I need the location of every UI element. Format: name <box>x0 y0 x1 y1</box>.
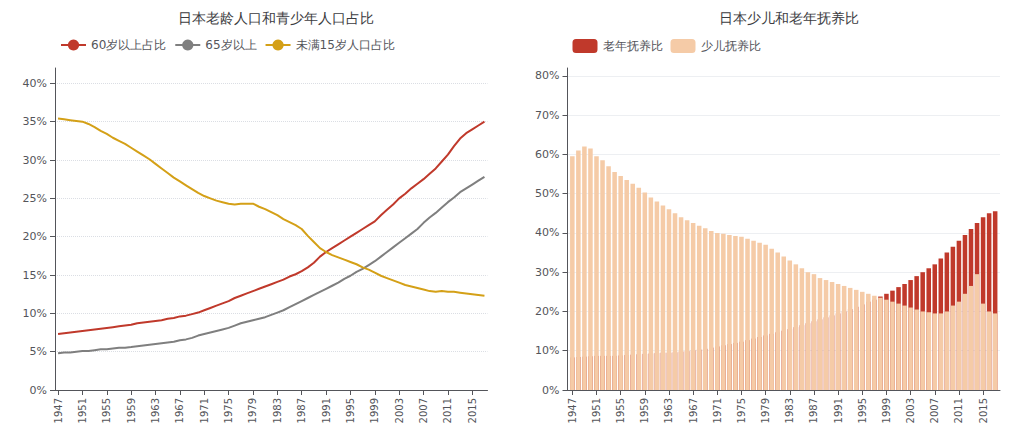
svg-text:1995: 1995 <box>345 398 356 423</box>
svg-text:20%: 20% <box>535 305 559 318</box>
svg-text:2015: 2015 <box>467 398 478 423</box>
svg-text:20%: 20% <box>23 230 47 243</box>
svg-text:1967: 1967 <box>688 398 699 423</box>
svg-text:80%: 80% <box>535 69 559 82</box>
svg-text:2003: 2003 <box>394 398 405 423</box>
svg-text:60%: 60% <box>535 148 559 161</box>
svg-text:1975: 1975 <box>223 398 234 423</box>
svg-text:1947: 1947 <box>53 398 64 423</box>
svg-text:1991: 1991 <box>321 398 332 423</box>
svg-text:1951: 1951 <box>591 398 602 423</box>
svg-text:1951: 1951 <box>77 398 88 423</box>
svg-text:1999: 1999 <box>881 398 892 423</box>
svg-text:1979: 1979 <box>247 398 258 423</box>
svg-text:40%: 40% <box>535 226 559 239</box>
svg-text:1975: 1975 <box>736 398 747 423</box>
svg-text:0%: 0% <box>30 384 47 397</box>
svg-text:0%: 0% <box>542 384 559 397</box>
svg-text:未满15岁人口占比: 未满15岁人口占比 <box>296 38 395 52</box>
svg-text:5%: 5% <box>30 345 47 358</box>
svg-text:70%: 70% <box>535 109 559 122</box>
svg-text:65岁以上: 65岁以上 <box>205 38 256 52</box>
svg-text:1959: 1959 <box>639 398 650 423</box>
svg-text:1999: 1999 <box>369 398 380 423</box>
svg-text:2011: 2011 <box>953 398 964 423</box>
svg-text:1995: 1995 <box>857 398 868 423</box>
svg-text:15%: 15% <box>23 269 47 282</box>
svg-text:50%: 50% <box>535 187 559 200</box>
svg-text:1987: 1987 <box>808 398 819 423</box>
svg-text:1947: 1947 <box>567 398 578 423</box>
svg-text:40%: 40% <box>23 77 47 90</box>
svg-text:1983: 1983 <box>272 398 283 423</box>
svg-text:1955: 1955 <box>615 398 626 423</box>
svg-text:2011: 2011 <box>442 398 453 423</box>
svg-text:1955: 1955 <box>101 398 112 423</box>
svg-text:1983: 1983 <box>784 398 795 423</box>
svg-text:1963: 1963 <box>150 398 161 423</box>
svg-text:1991: 1991 <box>833 398 844 423</box>
svg-text:60岁以上占比: 60岁以上占比 <box>91 38 166 52</box>
svg-text:2007: 2007 <box>418 398 429 423</box>
svg-text:30%: 30% <box>23 154 47 167</box>
svg-text:2007: 2007 <box>929 398 940 423</box>
svg-text:2003: 2003 <box>905 398 916 423</box>
svg-text:30%: 30% <box>535 266 559 279</box>
svg-text:1987: 1987 <box>296 398 307 423</box>
svg-text:1971: 1971 <box>199 398 210 423</box>
svg-text:老年抚养比: 老年抚养比 <box>603 39 663 53</box>
svg-text:日本少儿和老年抚养比: 日本少儿和老年抚养比 <box>719 10 859 26</box>
svg-text:1971: 1971 <box>712 398 723 423</box>
svg-text:35%: 35% <box>23 115 47 128</box>
svg-text:少儿抚养比: 少儿抚养比 <box>701 39 761 53</box>
svg-text:2015: 2015 <box>978 398 989 423</box>
svg-text:日本老龄人口和青少年人口占比: 日本老龄人口和青少年人口占比 <box>178 10 374 26</box>
svg-text:10%: 10% <box>535 344 559 357</box>
svg-text:25%: 25% <box>23 192 47 205</box>
svg-text:1963: 1963 <box>663 398 674 423</box>
svg-text:1967: 1967 <box>174 398 185 423</box>
svg-text:1959: 1959 <box>126 398 137 423</box>
svg-text:10%: 10% <box>23 307 47 320</box>
svg-text:1979: 1979 <box>760 398 771 423</box>
